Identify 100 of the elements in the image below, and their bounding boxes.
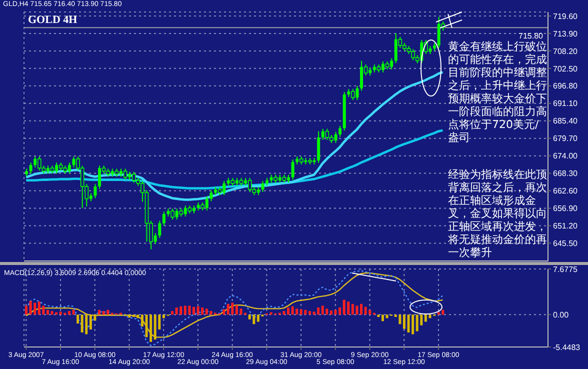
y-tick-label: 691.10 [553,99,578,108]
bar [192,306,196,315]
bar [235,305,238,315]
bar [25,306,28,315]
bar [136,314,140,318]
bar [55,312,58,315]
bar [59,312,62,315]
bar [270,312,272,315]
bar [201,307,204,315]
bar [29,300,32,315]
bar [326,308,328,315]
candlestick [68,162,71,174]
bar [368,310,372,315]
candlestick [360,60,364,92]
bar [437,312,440,315]
candlestick [94,184,97,199]
bar [312,312,316,315]
candlestick [317,130,320,164]
candlestick [351,88,355,101]
bar [205,308,208,315]
bar [351,304,354,315]
bar [50,311,54,315]
bar [184,306,186,315]
annotation: 黄金有继续上行破位的可能性存在，完成目前阶段的中继调整之后，上升中继上行预期概率较大金价下一阶段面临的阻力高点将位于720美元/盎司 [448,40,548,144]
bar [347,302,350,315]
candlestick [98,165,102,190]
bar [291,306,294,315]
bar [34,302,36,315]
candlestick [170,208,174,220]
candlestick [158,220,162,238]
y-tick-label: 696.80 [553,82,578,91]
y-tick-label: 679.70 [553,134,578,144]
bar [364,306,367,315]
bar [196,306,200,315]
bar [240,308,242,315]
bar [386,314,388,318]
bar [398,314,402,324]
bar [338,307,342,315]
bar [188,306,191,315]
bar [342,300,346,315]
bar [407,314,410,332]
bar [304,310,307,315]
candlestick [37,156,42,172]
bar [296,308,298,315]
bar [85,314,88,334]
bar [68,311,70,315]
bar [80,314,84,332]
bar [402,314,406,329]
bar [38,302,40,315]
y-tick-label: 645.50 [553,239,578,248]
y-tick-label: 7.6775 [553,264,578,274]
bar [330,310,332,315]
bar [300,309,302,315]
candlestick [325,128,330,140]
bar [128,314,131,318]
bar [154,314,156,340]
y-tick-label: 651.20 [553,222,578,231]
bar [381,314,384,322]
chart-title: GOLD 4H [28,14,78,26]
bar [424,314,427,322]
candlestick [248,177,252,193]
bar [76,314,80,324]
y-tick-label: 685.40 [553,116,578,126]
bar [334,310,337,315]
bar [256,314,260,322]
candlestick [338,125,342,138]
candlestick [210,190,213,202]
bar [317,307,320,315]
bar [222,309,226,315]
y-tick-label: 668.30 [553,169,578,178]
annotation: 经验为指标线在此顶背离回落之后，再次在正轴区域形成金叉，金叉如果得以向正轴区域再次进发，将无疑推动金价的再一次攀升 [448,168,548,259]
bar [162,314,165,318]
bar [442,310,444,315]
candlestick [29,162,32,174]
bar [210,311,212,315]
bar [416,314,418,332]
bar [102,311,105,315]
bar [180,306,182,315]
y-tick-label: 713.90 [553,29,578,38]
y-tick-label: 719.60 [553,12,578,21]
candlestick [261,180,264,193]
bar [360,304,363,315]
bar [308,311,311,315]
y-tick-label: 674.00 [553,152,578,161]
bar [171,311,174,315]
y-tick-label: -5.4483 [553,342,581,352]
bar [89,314,92,330]
y-tick-label: 0.00 [553,310,570,320]
candlestick [291,159,294,180]
bar [98,310,101,315]
candlestick [132,171,136,184]
bar [356,306,358,315]
bar [42,306,45,315]
bar [150,314,152,342]
ref-line-label: 715.80 [518,31,544,40]
bar [287,307,290,315]
candlestick [162,211,166,226]
bar [231,302,234,315]
bar [428,314,432,318]
bar [175,307,178,315]
